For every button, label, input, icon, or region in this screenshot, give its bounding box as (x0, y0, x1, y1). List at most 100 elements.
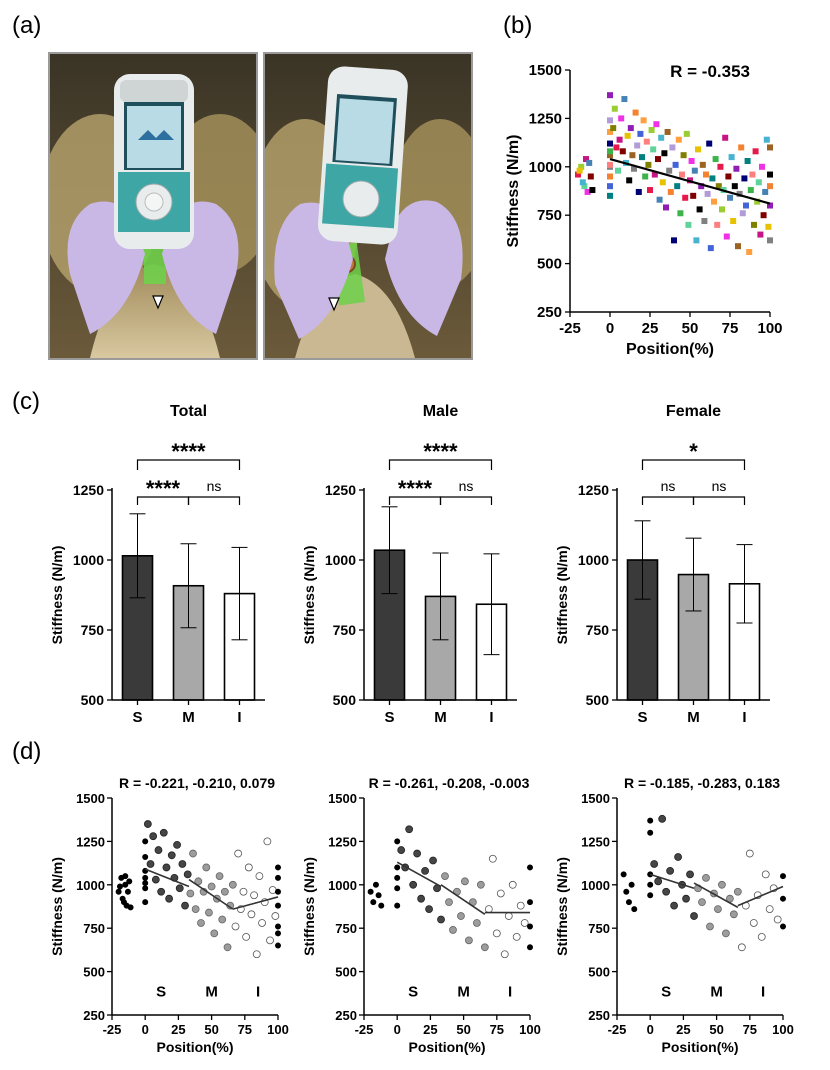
data-point (658, 814, 667, 823)
data-point (239, 887, 248, 896)
x-tick-label: 0 (606, 320, 614, 337)
data-point (717, 163, 724, 170)
data-point (142, 838, 149, 845)
data-point (662, 887, 671, 896)
region-label: M (205, 984, 218, 1001)
data-point (607, 148, 613, 155)
x-axis-title: Position(%) (662, 1039, 739, 1055)
data-point (610, 125, 617, 132)
data-point (757, 231, 764, 238)
data-point (615, 167, 621, 174)
data-point (647, 881, 654, 888)
data-point (579, 179, 586, 186)
data-point (727, 194, 733, 201)
y-tick-label: 750 (586, 622, 610, 638)
data-point (765, 223, 772, 230)
data-point (149, 832, 158, 841)
data-point (151, 875, 160, 884)
data-point (215, 872, 224, 881)
data-point (696, 206, 703, 213)
data-point (631, 906, 638, 913)
significance-label: ns (712, 478, 727, 494)
y-tick-label: 500 (335, 965, 357, 980)
data-point (677, 210, 684, 217)
data-point (126, 878, 133, 885)
data-point (626, 177, 633, 184)
region-label: S (408, 984, 418, 1001)
data-point (760, 212, 767, 219)
data-point (616, 136, 623, 143)
significance-bracket (641, 459, 746, 470)
data-point (394, 885, 401, 892)
photo-right-illustration (265, 54, 471, 358)
data-point (661, 150, 668, 157)
y-tick-label: 1000 (325, 552, 356, 568)
region-label: I (508, 984, 512, 1001)
y-tick-label: 500 (81, 692, 105, 708)
data-point (749, 919, 758, 927)
data-point (623, 888, 630, 895)
data-point (244, 863, 253, 872)
data-point (457, 912, 465, 920)
data-point (635, 188, 642, 195)
data-point (255, 872, 264, 881)
data-point (607, 92, 613, 99)
y-tick-label: 1000 (581, 878, 610, 893)
data-point (146, 860, 155, 868)
data-point (607, 183, 613, 190)
data-point (476, 880, 485, 889)
data-point (526, 864, 533, 871)
data-point (725, 173, 732, 180)
data-point (627, 125, 634, 132)
y-tick-label: 250 (335, 1008, 357, 1023)
data-point (642, 173, 649, 180)
region-label: M (710, 984, 723, 1001)
data-point (413, 849, 422, 858)
data-point (218, 915, 227, 924)
x-tick-label: 25 (423, 1022, 437, 1037)
y-axis-title: Stiffness (N/m) (301, 857, 317, 956)
data-point (702, 873, 710, 882)
data-point (666, 167, 673, 174)
data-point (394, 902, 401, 909)
data-point (682, 894, 690, 903)
data-point (611, 105, 618, 112)
data-point (690, 192, 697, 199)
data-point (639, 154, 645, 161)
data-point (733, 887, 742, 896)
y-tick-label: 1250 (581, 834, 610, 849)
data-point (698, 898, 706, 907)
data-point (667, 188, 674, 195)
regression-line (649, 873, 695, 890)
x-tick-label: 100 (519, 1022, 541, 1037)
data-point (658, 134, 665, 141)
regression-line (144, 868, 190, 888)
data-point (674, 183, 681, 190)
data-point (234, 849, 243, 858)
data-point (607, 128, 613, 135)
data-point (620, 871, 627, 878)
y-axis-title: Stiffness (N/m) (554, 546, 570, 645)
data-point (672, 161, 679, 168)
data-point (647, 829, 654, 836)
data-point (625, 899, 632, 906)
data-point (763, 136, 770, 143)
data-point (520, 919, 529, 927)
data-point (372, 881, 379, 888)
data-point (508, 880, 517, 889)
y-tick-label: 1000 (73, 552, 104, 568)
data-point (274, 923, 281, 930)
data-point (669, 144, 676, 151)
significance-bracket (439, 496, 493, 505)
data-point (779, 923, 786, 930)
data-point (624, 132, 631, 139)
x-tick-label: 75 (238, 1022, 252, 1037)
x-tick-label: 25 (676, 1022, 690, 1037)
data-point (704, 190, 711, 197)
data-point (194, 877, 203, 886)
y-tick-label: 500 (537, 256, 562, 273)
y-tick-label: 1000 (578, 552, 609, 568)
data-point (663, 204, 669, 211)
y-tick-label: 1000 (328, 878, 357, 893)
